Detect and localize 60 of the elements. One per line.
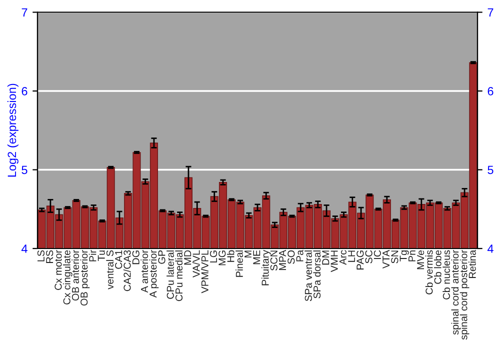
x-tick-label: spinal cord anterior xyxy=(451,250,461,335)
x-tick-label: ventral S xyxy=(106,250,114,290)
x-tick-label: SN xyxy=(391,250,398,264)
x-tick-label: Pineal xyxy=(236,250,243,277)
x-tick-label: Cx cingulate xyxy=(63,250,72,304)
x-tick-label: CA1 xyxy=(115,250,122,269)
x-tick-label: Pituitary xyxy=(261,250,271,286)
x-tick-label: MPA xyxy=(279,250,286,270)
x-tick-label: RS xyxy=(46,250,54,263)
x-tick-label: M xyxy=(244,250,252,258)
x-tick-label: OB anterior xyxy=(72,250,80,301)
x-tick-label: Cb lobe xyxy=(434,250,442,284)
y2-tick-label: 7 xyxy=(488,8,494,17)
x-tick-label: MVe xyxy=(417,250,424,270)
x-tick-label: spinal cord posterior xyxy=(460,250,470,340)
x-tick-label: CPu lateral xyxy=(166,250,174,299)
x-tick-label: MD xyxy=(184,250,192,265)
x-tick-label: Retina xyxy=(468,250,476,278)
x-tick-label: VPM/VPL xyxy=(201,250,208,294)
x-tick-label: Tu xyxy=(98,250,105,261)
x-tick-label: VMH xyxy=(330,250,338,272)
x-tick-label: VA/VL xyxy=(192,250,200,278)
x-tick-label: ME xyxy=(253,250,260,264)
x-tick-label: Arc xyxy=(339,250,346,265)
y-tick-label: 4 xyxy=(21,244,28,253)
x-tick-label: DG xyxy=(132,250,140,264)
x-tick-label: Cb nucleus xyxy=(442,250,450,300)
x-tick-label: LS xyxy=(37,250,44,262)
x-tick-label: SPa dorsal xyxy=(313,250,321,298)
x-tick-label: SPa ventral xyxy=(304,250,312,302)
x-tick-label: GP xyxy=(158,250,166,264)
y2-tick-label: 4 xyxy=(487,244,494,253)
x-tick-label: Cb vermis xyxy=(425,250,433,294)
x-tick-label: Hb xyxy=(226,250,234,262)
x-tick-label: CPu medial xyxy=(175,250,183,302)
x-tick-label: Pir xyxy=(88,250,96,262)
y2-tick-label: 6 xyxy=(488,87,494,96)
x-tick-label: Pa xyxy=(296,250,304,262)
y-tick-label: 7 xyxy=(22,8,28,17)
x-tick-label: A anterior xyxy=(140,250,148,293)
y-tick-label: 6 xyxy=(22,87,28,96)
y2-tick-label: 5 xyxy=(488,166,494,174)
x-tick-label: Tg xyxy=(400,250,409,262)
x-tick-label: LG xyxy=(210,250,218,262)
x-tick-label: PAG xyxy=(356,250,364,270)
x-tick-label: SO xyxy=(288,250,295,264)
x-tick-label: CA2/CA3 xyxy=(123,250,131,292)
x-tick-label: Cx motor xyxy=(54,250,62,290)
y-axis-title: Log2 (expression) xyxy=(7,84,18,177)
x-tick-label: SC xyxy=(365,250,372,264)
x-tick-label: LH xyxy=(348,250,355,262)
y-tick-label: 5 xyxy=(22,166,28,174)
x-tick-label: IC xyxy=(374,250,381,259)
x-tick-label: Pn xyxy=(408,250,416,262)
x-tick-label: SCN xyxy=(270,250,278,271)
x-tick-label: DM xyxy=(322,250,330,265)
x-tick-label: VTA xyxy=(382,250,390,269)
x-tick-label: OB posterior xyxy=(80,250,90,306)
x-tick-label: A posterior xyxy=(149,250,159,298)
x-tick-label: MG xyxy=(218,250,226,266)
